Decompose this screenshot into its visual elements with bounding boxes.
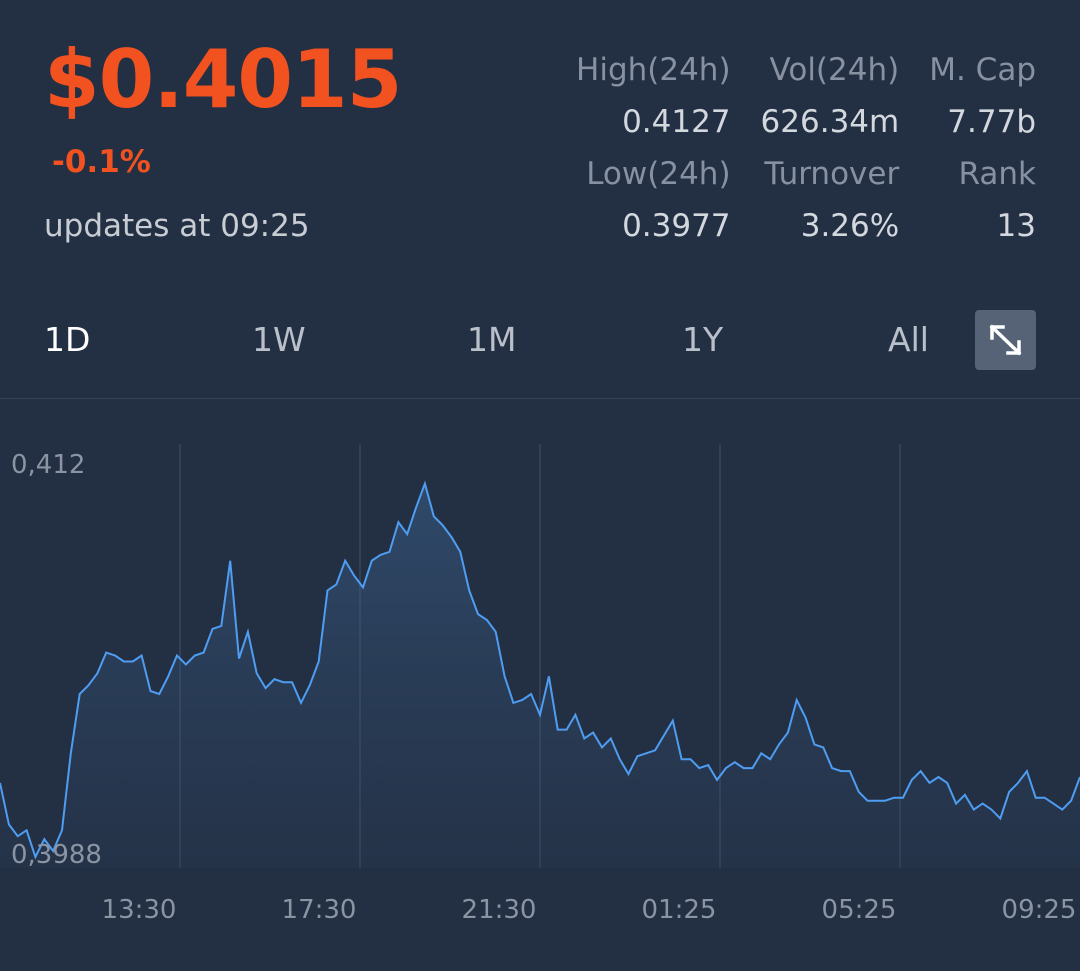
- market-cap-value: 7.77b: [947, 104, 1036, 140]
- y-tick-label-max: 0,412: [11, 450, 85, 480]
- low-24h-value: 0.3977: [622, 208, 731, 244]
- rank-value: 13: [996, 208, 1036, 244]
- x-tick-label: 01:25: [642, 895, 717, 925]
- vol-24h-value: 626.34m: [760, 104, 900, 140]
- update-time: updates at 09:25: [44, 208, 310, 244]
- price-chart[interactable]: 0,412 0,3988 13:30 17:30 21:30 01:25 05:25 09…: [0, 400, 1080, 960]
- current-price: $0.4015: [44, 33, 402, 126]
- market-cap-label: M. Cap: [929, 52, 1036, 88]
- expand-arrows-icon: [989, 324, 1022, 356]
- x-tick-label: 17:30: [282, 895, 357, 925]
- price-change-percent: -0.1%: [52, 144, 151, 180]
- x-tick-label: 09:25: [1002, 895, 1077, 925]
- tab-1d[interactable]: 1D: [44, 320, 91, 359]
- turnover-label: Turnover: [764, 156, 900, 192]
- tab-all[interactable]: All: [888, 320, 929, 359]
- x-tick-label: 05:25: [822, 895, 897, 925]
- high-24h-label: High(24h): [576, 52, 731, 88]
- low-24h-label: Low(24h): [586, 156, 731, 192]
- vol-24h-label: Vol(24h): [769, 52, 900, 88]
- high-24h-value: 0.4127: [622, 104, 731, 140]
- tab-1y[interactable]: 1Y: [682, 320, 724, 359]
- x-axis-labels: 13:30 17:30 21:30 01:25 05:25 09:25: [102, 895, 1077, 925]
- fullscreen-button[interactable]: [975, 310, 1036, 370]
- turnover-value: 3.26%: [800, 208, 900, 244]
- y-tick-label-min: 0,3988: [11, 840, 102, 870]
- header-divider: [0, 398, 1080, 399]
- tab-1w[interactable]: 1W: [252, 320, 306, 359]
- x-tick-label: 13:30: [102, 895, 177, 925]
- x-tick-label: 21:30: [462, 895, 537, 925]
- price-area-fill: [0, 483, 1080, 868]
- market-stats: High(24h) Vol(24h) M. Cap 0.4127 626.34m…: [576, 44, 1036, 252]
- price-line-series: [0, 480, 1080, 860]
- rank-label: Rank: [958, 156, 1036, 192]
- period-tabs: 1D 1W 1M 1Y All: [0, 308, 1080, 372]
- tab-1m[interactable]: 1M: [467, 320, 517, 359]
